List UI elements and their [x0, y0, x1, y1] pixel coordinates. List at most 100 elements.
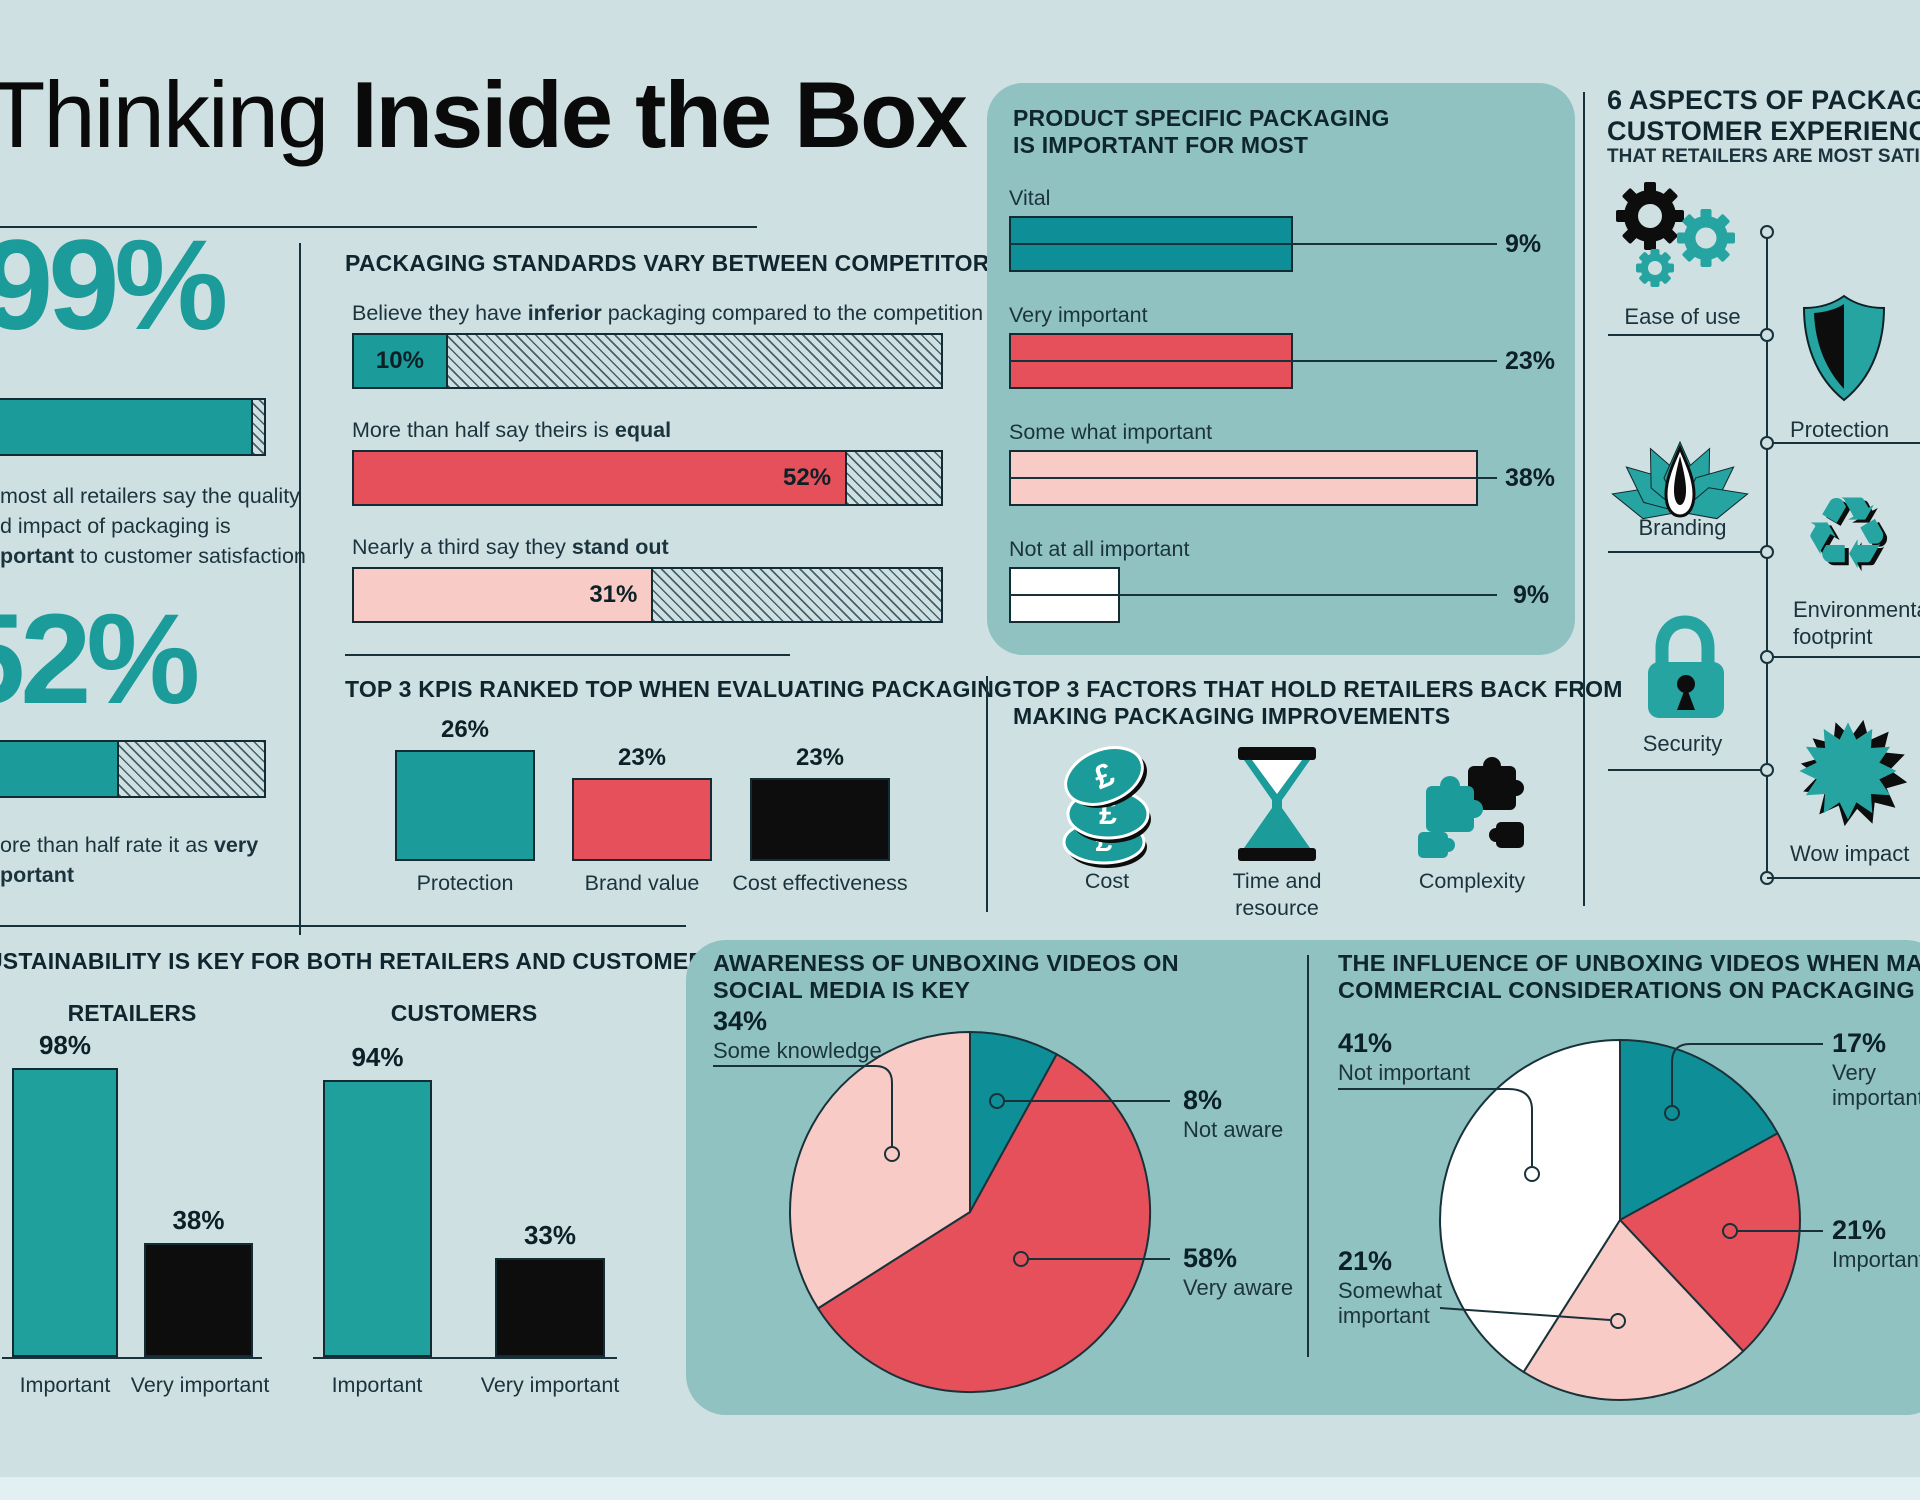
stat-52-value: 52%	[0, 588, 200, 731]
retailers-group-title: RETAILERS	[67, 1000, 197, 1026]
competitor-row-1-bar: 10%	[352, 333, 943, 389]
retailers-important-bar	[12, 1068, 118, 1357]
bottom-strip	[0, 1477, 1920, 1500]
kpi-label-brand-value: Brand value	[584, 871, 700, 895]
product-row-2-line	[1009, 360, 1497, 362]
aspect-label-branding: Branding	[1638, 515, 1727, 540]
retailers-very-important-bar	[144, 1243, 253, 1357]
aspect-line-protection	[1767, 442, 1920, 444]
product-row-1-line	[1009, 243, 1497, 245]
aspect-line-environmental	[1767, 656, 1920, 658]
awareness-some-label: Some knowledge	[713, 1038, 882, 1063]
aspect-label-protection: Protection	[1790, 417, 1890, 442]
aspects-subtitle: THAT RETAILERS ARE MOST SATISFIED WITH	[1607, 146, 1920, 167]
factors-title: TOP 3 FACTORS THAT HOLD RETAILERS BACK F…	[1013, 676, 1623, 729]
competitor-row-1-fill: 10%	[354, 335, 448, 387]
kpi-label-cost-effectiveness: Cost effectiveness	[732, 871, 908, 895]
stat-99-caption: most all retailers say the quality d imp…	[0, 484, 306, 568]
customers-group-title: CUSTOMERS	[390, 1000, 538, 1026]
customers-very-important-label: Very important	[480, 1373, 620, 1397]
influence-not-value: 41%	[1338, 1028, 1393, 1058]
stat-52-bar-hatch	[119, 742, 264, 796]
kpi-title: TOP 3 KPIS RANKED TOP WHEN EVALUATING PA…	[345, 676, 1013, 702]
product-row-1-label: Vital	[1009, 186, 1051, 210]
competitor-row-1-hatch	[447, 335, 941, 387]
retailers-important-value: 98%	[38, 1030, 92, 1060]
retailers-very-important-label: Very important	[130, 1373, 270, 1397]
aspect-node-branding	[1760, 545, 1774, 559]
competitor-row-2-label: More than half say theirs is equal	[352, 418, 672, 442]
gears-icon	[1616, 182, 1735, 287]
competitor-row-2-bar: 52%	[352, 450, 943, 506]
awareness-pie-chart	[789, 1031, 1152, 1394]
awareness-very-label: Very aware	[1183, 1275, 1294, 1300]
divider-pies	[1307, 955, 1309, 1357]
stat-99-bar-fill	[0, 400, 254, 454]
product-row-2-label: Very important	[1009, 303, 1148, 327]
aspect-node-protection	[1760, 436, 1774, 450]
stat-99-bar-hatch	[253, 400, 264, 454]
aspect-node-security	[1760, 763, 1774, 777]
influence-very-label: Very important	[1832, 1060, 1920, 1110]
influence-very-value: 17%	[1832, 1028, 1887, 1058]
shield-icon	[1802, 294, 1886, 402]
kpi-bar-brand-value	[572, 778, 712, 861]
competitor-title: PACKAGING STANDARDS VARY BETWEEN COMPETI…	[345, 250, 990, 276]
product-row-3-value: 38%	[1505, 464, 1556, 492]
padlock-icon	[1648, 615, 1724, 718]
factor-label-cost: Cost	[1084, 869, 1130, 893]
influence-important-label: Important	[1832, 1247, 1920, 1272]
aspect-label-security: Security	[1642, 731, 1723, 756]
kpi-bar-protection	[395, 750, 535, 861]
competitor-row-3-fill: 31%	[354, 569, 654, 621]
influence-somewhat-label: Somewhat important	[1338, 1278, 1442, 1328]
pie-slice-important	[1619, 1132, 1801, 1353]
factor-label-complexity: Complexity	[1418, 869, 1526, 893]
kpi-bar-cost-effectiveness	[750, 778, 890, 861]
stat-99-value: 99%	[0, 214, 228, 357]
branding-plant-icon	[1611, 440, 1749, 520]
aspect-label-ease-of-use: Ease of use	[1624, 304, 1741, 329]
influence-pie-chart	[1439, 1039, 1801, 1401]
awareness-some-value: 34%	[713, 1006, 768, 1036]
influence-important-value: 21%	[1832, 1215, 1887, 1245]
page-title-bold: Inside the Box	[351, 62, 967, 167]
aspect-line-security	[1608, 769, 1767, 771]
customers-very-important-value: 33%	[523, 1220, 577, 1250]
divider-right-column	[1583, 92, 1585, 906]
aspect-label-wow-impact: Wow impact	[1790, 841, 1910, 866]
retailers-baseline	[2, 1357, 262, 1359]
awareness-not-label: Not aware	[1183, 1117, 1284, 1142]
product-row-4-value: 9%	[1513, 581, 1550, 609]
awareness-very-value: 58%	[1183, 1243, 1238, 1273]
pie-slice-very-aware	[817, 1053, 1152, 1394]
timeline-node-top	[1760, 225, 1774, 239]
stat-99-bar	[0, 398, 266, 456]
competitor-row-2-fill: 52%	[354, 452, 848, 504]
page-title-regular: Thinking	[0, 62, 329, 167]
product-row-3-label: Some what important	[1009, 420, 1213, 444]
stat-52-caption: ore than half rate it as very portant	[0, 833, 259, 887]
page-title: Thinking Inside the Box	[0, 68, 968, 162]
competitor-row-3-hatch	[653, 569, 941, 621]
pie-slice-not-aware	[969, 1031, 1058, 1213]
awareness-not-value: 8%	[1183, 1085, 1223, 1115]
kpi-value-2: 23%	[617, 744, 667, 771]
sustainability-title: USTAINABILITY IS KEY FOR BOTH RETAILERS …	[0, 948, 721, 974]
competitor-row-3-label: Nearly a third say they stand out	[352, 535, 669, 559]
product-row-1-value: 9%	[1505, 230, 1542, 258]
influence-somewhat-value: 21%	[1338, 1246, 1393, 1276]
kpi-label-protection: Protection	[416, 871, 514, 895]
influence-not-label: Not important	[1338, 1060, 1471, 1085]
kpi-value-3: 23%	[795, 744, 845, 771]
recycle-icon: ♻	[1802, 475, 1892, 592]
product-row-4-label: Not at all important	[1009, 537, 1190, 561]
retailers-very-important-value: 38%	[172, 1205, 225, 1235]
awareness-title: AWARENESS OF UNBOXING VIDEOS ON SOCIAL ME…	[713, 950, 1179, 1003]
title-rule	[0, 226, 757, 228]
product-row-4-line	[1009, 594, 1497, 596]
kpi-value-1: 26%	[440, 716, 490, 743]
divider-left	[299, 243, 301, 935]
